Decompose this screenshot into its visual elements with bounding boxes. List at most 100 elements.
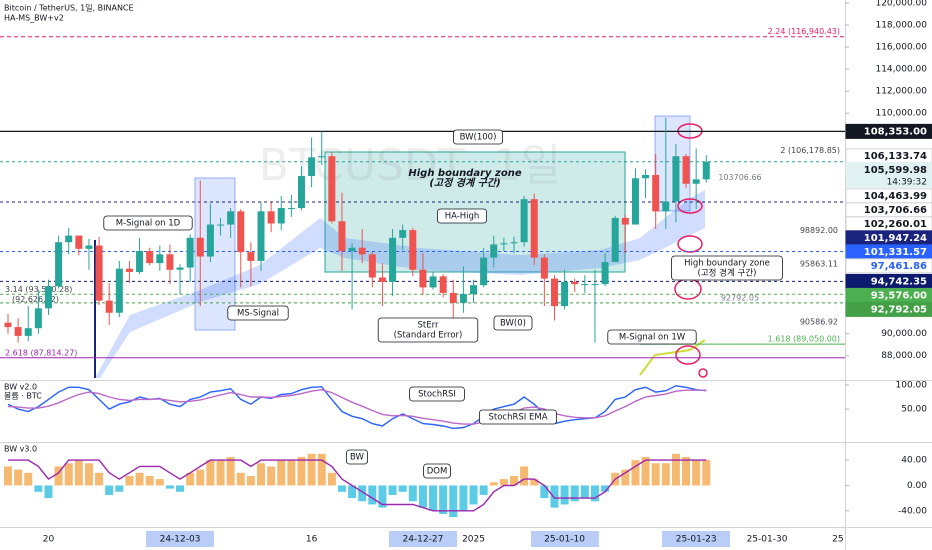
histogram-bar bbox=[95, 472, 104, 486]
candle-body bbox=[672, 156, 680, 202]
candle-body bbox=[510, 242, 518, 244]
histogram-bar bbox=[520, 466, 529, 486]
histogram-bar bbox=[327, 472, 336, 486]
y-tick-label: 114,000.00 bbox=[875, 65, 927, 75]
candle-body bbox=[692, 179, 700, 184]
annotation-box bbox=[493, 315, 533, 331]
histogram-bar bbox=[54, 466, 63, 486]
ribbon bbox=[95, 190, 705, 378]
x-tick-label: 25-01-23 bbox=[676, 535, 717, 545]
candle-body bbox=[662, 201, 670, 212]
candle-body bbox=[75, 235, 83, 249]
candle-body bbox=[520, 199, 528, 243]
histogram-bar bbox=[226, 456, 235, 486]
time-highlight bbox=[662, 531, 730, 547]
price-tag bbox=[845, 301, 932, 317]
histogram-bar bbox=[105, 485, 114, 495]
candle-body bbox=[358, 247, 366, 255]
y-tick-label: 112,000.00 bbox=[875, 87, 927, 97]
histogram-bar bbox=[388, 485, 397, 495]
annotation-text: BW(0) bbox=[500, 319, 526, 329]
candle-body bbox=[459, 294, 467, 303]
candle-body bbox=[136, 251, 144, 272]
candle-body bbox=[429, 276, 437, 288]
histogram-bar bbox=[601, 485, 610, 492]
price-tag bbox=[845, 123, 932, 139]
annotation-box bbox=[409, 386, 465, 402]
level-label: 3.14 (93,570.28) bbox=[5, 285, 72, 294]
candle-body bbox=[338, 221, 346, 252]
histogram-bar bbox=[64, 463, 73, 486]
histogram-bar bbox=[621, 469, 630, 486]
histogram-bar bbox=[702, 460, 711, 486]
candle-body bbox=[652, 174, 660, 212]
annotation-box bbox=[103, 215, 193, 231]
level-label: 103706.66 bbox=[718, 173, 761, 182]
level-label: 2.24 (116,940.43) bbox=[768, 27, 840, 36]
candle-body bbox=[449, 292, 457, 303]
histogram-bar bbox=[307, 453, 316, 486]
annotation-text: High boundary zone bbox=[684, 259, 770, 269]
y-tick-label: 120,000.00 bbox=[875, 0, 927, 8]
price-tag-label: 93,576.00 bbox=[871, 290, 927, 301]
countdown-tag bbox=[846, 175, 932, 188]
candle-body bbox=[34, 308, 42, 329]
candle-body bbox=[561, 281, 569, 307]
histogram-bar bbox=[408, 485, 417, 502]
histogram-bar bbox=[176, 485, 185, 492]
histogram-bar bbox=[297, 456, 306, 486]
y-tick-label: 116,000.00 bbox=[875, 43, 927, 53]
histogram-bar bbox=[540, 485, 549, 499]
annotation-box bbox=[227, 305, 289, 321]
indicator-name: HA-MS_BW+v2 bbox=[4, 14, 64, 23]
annotation-text: (Standard Error) bbox=[394, 331, 463, 341]
histogram-bar bbox=[216, 460, 225, 486]
histogram-bar bbox=[337, 485, 346, 492]
histogram-bar bbox=[580, 485, 589, 499]
candle-body bbox=[176, 267, 184, 270]
candle-body bbox=[642, 174, 650, 179]
price-tag-label: 105,599.98 bbox=[864, 165, 927, 176]
annotation-text: BW bbox=[350, 453, 365, 463]
histogram-bar bbox=[186, 472, 195, 486]
candle-body bbox=[227, 211, 235, 225]
candle-body bbox=[287, 208, 295, 210]
candle-body bbox=[146, 251, 154, 264]
candle-body bbox=[378, 277, 386, 282]
candle-body bbox=[348, 247, 356, 252]
y-tick-label: 0.00 bbox=[907, 481, 927, 491]
histogram-bar bbox=[4, 466, 12, 486]
histogram-bar bbox=[84, 463, 93, 486]
annotation-box bbox=[478, 409, 557, 425]
histogram-bar bbox=[206, 460, 215, 486]
candle-body bbox=[257, 211, 265, 261]
annotation-box bbox=[607, 329, 697, 345]
histogram-bar bbox=[115, 485, 124, 492]
histogram-bar bbox=[449, 485, 458, 518]
candle-body bbox=[470, 285, 478, 295]
candle-body bbox=[581, 284, 589, 286]
y-tick-label: 50.00 bbox=[901, 405, 927, 415]
candle-body bbox=[24, 328, 32, 336]
series-line bbox=[8, 459, 707, 512]
annotation-box bbox=[671, 255, 783, 281]
candle-body bbox=[186, 237, 194, 268]
histogram-bar bbox=[34, 485, 43, 492]
y-tick-label: 100.00 bbox=[896, 380, 928, 390]
y-tick-label: -40.00 bbox=[898, 506, 927, 516]
x-tick-label: 20 bbox=[43, 535, 55, 545]
candle-body bbox=[682, 156, 690, 184]
candle-body bbox=[490, 244, 498, 258]
level-label: 95863.11 bbox=[800, 260, 838, 269]
histogram-bar bbox=[267, 466, 276, 486]
price-tag-label: 92,792.05 bbox=[871, 304, 927, 315]
x-tick-label: 25-01-30 bbox=[747, 535, 788, 545]
histogram-bar bbox=[682, 456, 691, 486]
chart-title: Bitcoin / TetherUS, 1일, BINANCE bbox=[4, 4, 134, 13]
histogram-bar bbox=[145, 475, 154, 486]
histogram-bar bbox=[641, 456, 650, 486]
candle-body bbox=[217, 224, 225, 226]
histogram-bar bbox=[246, 475, 255, 486]
histogram-bar bbox=[418, 485, 427, 508]
